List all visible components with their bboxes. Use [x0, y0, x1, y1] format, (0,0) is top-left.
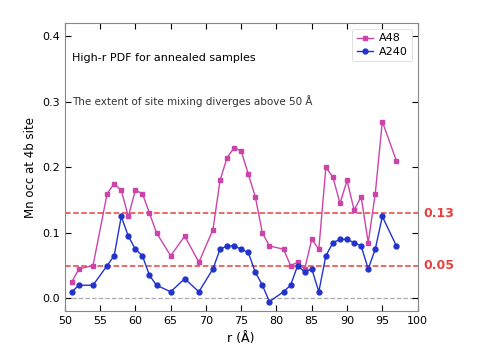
Text: The extent of site mixing diverges above 50 Å: The extent of site mixing diverges above… — [72, 95, 312, 107]
A240 — [323, 253, 329, 258]
A240 — [302, 270, 308, 274]
Text: 0.13: 0.13 — [423, 207, 454, 220]
A240 — [210, 267, 216, 271]
A48 — [394, 159, 399, 163]
Text: 0.05: 0.05 — [423, 259, 454, 272]
A240 — [344, 237, 350, 242]
A240 — [239, 247, 244, 251]
Legend: A48, A240: A48, A240 — [352, 29, 412, 61]
A48 — [309, 237, 315, 242]
A48 — [224, 156, 230, 160]
A240 — [146, 273, 152, 278]
A240 — [288, 283, 293, 287]
Text: High-r PDF for annealed samples: High-r PDF for annealed samples — [72, 53, 255, 63]
A240 — [90, 283, 96, 287]
A48 — [358, 195, 364, 199]
A48 — [132, 188, 138, 193]
A48 — [154, 231, 159, 235]
A48 — [111, 181, 117, 186]
A240 — [351, 240, 357, 245]
A240 — [266, 300, 272, 304]
A48 — [119, 188, 124, 193]
A240 — [217, 247, 223, 251]
A48 — [323, 165, 329, 170]
A48 — [372, 192, 378, 196]
A240 — [76, 283, 82, 287]
A48 — [168, 253, 174, 258]
A48 — [140, 192, 145, 196]
A48 — [295, 260, 300, 265]
Y-axis label: Mn occ at 4b site: Mn occ at 4b site — [24, 117, 36, 218]
A240 — [380, 214, 385, 219]
A48 — [69, 280, 75, 284]
A48 — [302, 267, 308, 271]
A240 — [111, 253, 117, 258]
A48 — [337, 201, 343, 206]
A48 — [380, 120, 385, 124]
A48 — [239, 149, 244, 153]
A240 — [316, 289, 322, 294]
A48 — [252, 195, 258, 199]
A48 — [316, 247, 322, 251]
A240 — [125, 234, 131, 238]
A240 — [309, 267, 315, 271]
A240 — [295, 264, 300, 268]
A240 — [394, 244, 399, 248]
A240 — [365, 267, 371, 271]
A240 — [140, 253, 145, 258]
A48 — [344, 178, 350, 183]
A240 — [132, 247, 138, 251]
A240 — [281, 289, 287, 294]
Line: A48: A48 — [70, 119, 399, 284]
A48 — [365, 240, 371, 245]
A48 — [196, 260, 202, 265]
A240 — [154, 283, 159, 287]
X-axis label: r (Å): r (Å) — [228, 332, 255, 345]
A48 — [125, 214, 131, 219]
A48 — [266, 244, 272, 248]
A240 — [245, 250, 251, 255]
A48 — [351, 208, 357, 212]
A240 — [330, 240, 336, 245]
A48 — [281, 247, 287, 251]
A240 — [196, 289, 202, 294]
A48 — [288, 264, 293, 268]
A48 — [104, 192, 110, 196]
A240 — [372, 247, 378, 251]
A240 — [224, 244, 230, 248]
A48 — [330, 175, 336, 179]
A240 — [168, 289, 174, 294]
A240 — [182, 276, 188, 281]
A48 — [210, 228, 216, 232]
A48 — [76, 267, 82, 271]
A48 — [146, 211, 152, 215]
A48 — [245, 172, 251, 176]
A240 — [358, 244, 364, 248]
A240 — [104, 264, 110, 268]
A48 — [217, 178, 223, 183]
A240 — [337, 237, 343, 242]
A48 — [182, 234, 188, 238]
A240 — [252, 270, 258, 274]
A240 — [260, 283, 265, 287]
A48 — [260, 231, 265, 235]
A240 — [69, 289, 75, 294]
A240 — [231, 244, 237, 248]
A48 — [231, 145, 237, 150]
Line: A240: A240 — [70, 214, 399, 304]
A48 — [90, 264, 96, 268]
A240 — [119, 214, 124, 219]
